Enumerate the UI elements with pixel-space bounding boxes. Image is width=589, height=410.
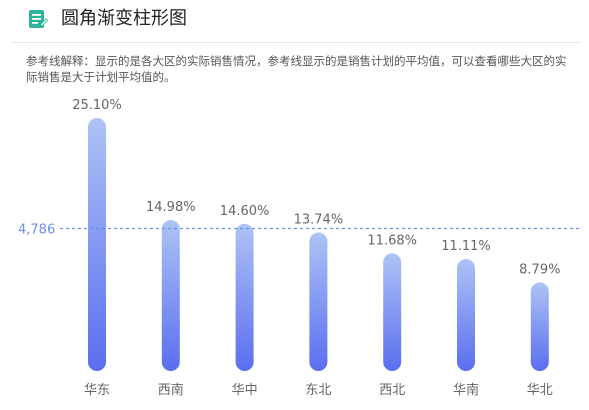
header-divider [12,42,582,43]
value-label: 14.98% [146,200,196,215]
category-label: 华北 [527,383,553,398]
bar-华北 [530,282,549,371]
bar-华南 [457,259,475,371]
bar-华中 [235,223,254,371]
value-label: 13.74% [294,213,344,228]
value-label: 11.11% [441,239,491,254]
value-label: 14.60% [220,204,270,219]
notepad-icon [29,10,48,28]
reference-line-label: 4,786 [18,222,55,237]
bar-西南 [161,220,180,371]
category-label: 华东 [84,383,110,398]
chart-header: 圆角渐变柱形图 [0,0,589,40]
category-label: 东北 [305,383,331,398]
value-label: 8.79% [519,262,560,277]
bar-华东 [88,118,106,371]
reference-line-note: 参考线解释：显示的是各大区的实际销售情况，参考线显示的是销售计划的平均值，可以查… [26,54,567,84]
bar-东北 [309,232,328,371]
page-title: 圆角渐变柱形图 [61,8,187,29]
bar-西北 [383,253,402,371]
category-label: 西北 [379,383,405,398]
value-label: 11.68% [367,233,417,248]
category-label: 西南 [158,382,184,398]
category-label: 华南 [453,382,479,398]
category-label: 华中 [232,383,258,398]
value-label: 25.10% [72,98,122,113]
